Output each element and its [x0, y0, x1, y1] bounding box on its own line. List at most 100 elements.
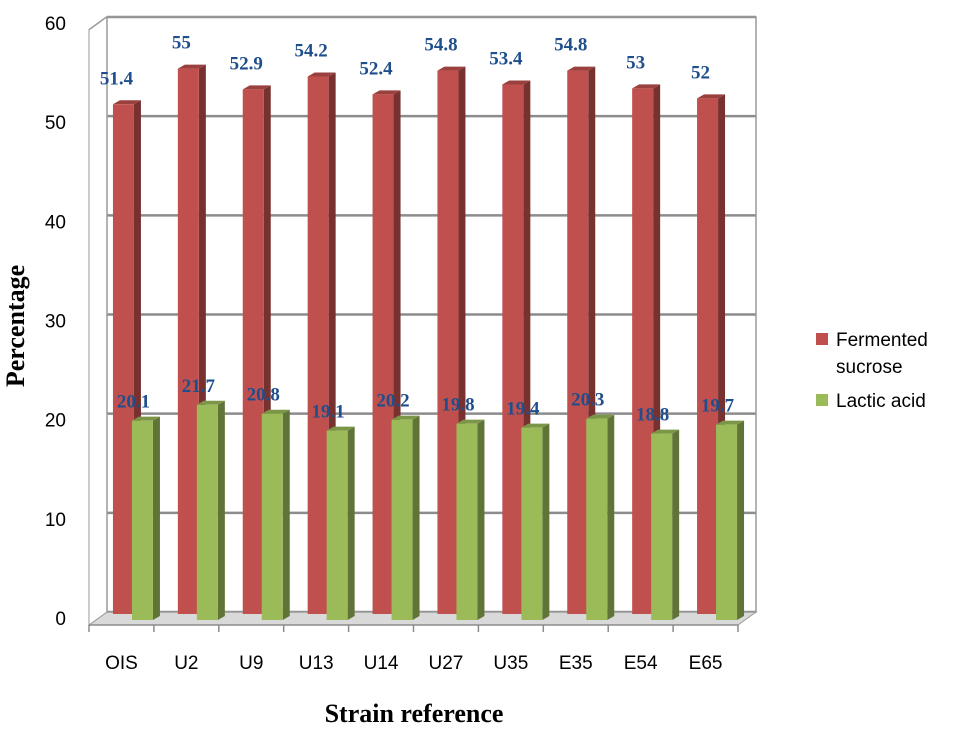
data-label: 19.8 — [441, 395, 474, 416]
legend-item-fermented-sucrose: Fermented sucrose — [816, 330, 928, 378]
bar-front — [437, 70, 459, 615]
data-label: 53 — [626, 52, 645, 73]
x-tick-label: U2 — [174, 653, 198, 674]
bar-front — [326, 430, 348, 620]
data-label: 52.4 — [359, 58, 393, 79]
data-label: 19.7 — [701, 396, 735, 417]
bar-lactic-acid — [651, 429, 680, 620]
x-tick-label: OIS — [105, 653, 138, 674]
bar-lactic-acid — [716, 420, 745, 620]
bar-lactic-acid — [131, 416, 160, 620]
x-tick-label: E54 — [624, 653, 658, 674]
bar-front — [651, 433, 673, 620]
legend-swatch — [816, 333, 828, 345]
data-label: 18.8 — [636, 405, 669, 426]
legend-label: Lactic acid — [836, 391, 926, 412]
bar-top — [697, 94, 726, 99]
bar-top — [372, 90, 401, 95]
bar-side — [477, 419, 485, 620]
legend-item-lactic-acid: Lactic acid — [816, 391, 926, 412]
bar-front — [261, 413, 283, 620]
x-tick-label: U35 — [493, 653, 528, 674]
bar-lactic-acid — [521, 423, 550, 620]
bar-side — [217, 400, 225, 620]
bar-top — [586, 414, 615, 419]
bar-front — [307, 76, 329, 615]
data-labels: 51.4 20.1 55 21.7 52.9 20.8 54.2 19.1 52.4 20.2 54… — [100, 33, 735, 426]
y-tick-label: 20 — [45, 411, 66, 432]
bar-front — [521, 427, 543, 620]
bar-side — [542, 423, 550, 620]
bar-front — [242, 89, 264, 615]
data-label: 19.1 — [312, 402, 345, 423]
bar-front — [196, 404, 218, 620]
legend: Fermented sucrose Lactic acid — [816, 330, 928, 412]
bar-side — [607, 414, 615, 620]
bar-top — [326, 426, 355, 431]
bar-front — [391, 419, 413, 620]
bar-front — [131, 420, 153, 620]
bar-front — [112, 104, 134, 615]
bar-front — [372, 94, 394, 614]
legend-label: sucrose — [836, 357, 903, 378]
bar-top — [632, 84, 661, 89]
legend-swatch — [816, 394, 828, 406]
back-wall — [106, 16, 757, 613]
bar-front — [697, 98, 719, 615]
y-tick-label: 60 — [45, 14, 66, 35]
bar-top — [437, 66, 466, 71]
bar-side — [672, 429, 680, 620]
legend-label: Fermented — [836, 330, 928, 351]
bar-side — [282, 409, 290, 620]
side-wall — [88, 16, 108, 626]
y-tick-label: 50 — [45, 113, 66, 134]
x-tick-label: U13 — [299, 653, 334, 674]
bar-top — [261, 409, 290, 414]
data-label: 54.8 — [424, 35, 457, 56]
x-tick-label: E35 — [559, 653, 593, 674]
data-label: 53.4 — [489, 48, 523, 69]
bar-top — [131, 416, 160, 421]
bar-front — [567, 70, 589, 615]
x-tick-label: U27 — [429, 653, 464, 674]
bar-lactic-acid — [456, 419, 485, 620]
bar-top — [391, 415, 420, 420]
data-label: 20.1 — [117, 392, 150, 413]
bar-front — [456, 423, 478, 620]
bar-lactic-acid — [326, 426, 355, 620]
bar-lactic-acid — [261, 409, 290, 620]
bar-fermented-sucrose — [372, 90, 401, 614]
bars — [112, 64, 745, 620]
y-tick-label: 10 — [45, 510, 66, 531]
data-label: 19.4 — [506, 399, 540, 420]
bar-lactic-acid — [391, 415, 420, 620]
data-label: 20.8 — [247, 385, 280, 406]
bar-top — [456, 419, 485, 424]
bar-top — [716, 420, 745, 425]
bar-top — [651, 429, 680, 434]
bar-side — [347, 426, 355, 620]
bar-front — [632, 88, 654, 614]
bar-top — [521, 423, 550, 428]
y-tick-label: 0 — [55, 609, 66, 630]
bar-front — [586, 418, 608, 620]
data-label: 54.2 — [295, 41, 328, 62]
axis-ticks: 0 10 20 30 40 50 60 OIS U2 U9 U13 U14 U27 U35 E35 E54 E6… — [45, 14, 739, 674]
data-label: 20.2 — [376, 391, 409, 412]
data-label: 21.7 — [182, 376, 216, 397]
bar-front — [177, 68, 199, 615]
data-label: 52 — [691, 62, 710, 83]
bar-side — [152, 416, 160, 620]
bar-front — [502, 84, 524, 614]
x-tick-label: U9 — [239, 653, 263, 674]
data-label: 55 — [172, 33, 191, 54]
bar-top — [112, 100, 141, 105]
bar-top — [567, 66, 596, 71]
bar-top — [177, 64, 206, 69]
bar-side — [412, 415, 420, 620]
data-label: 52.9 — [230, 53, 263, 74]
data-label: 51.4 — [100, 68, 134, 89]
bar-side — [737, 420, 745, 620]
bar-front — [716, 424, 738, 620]
